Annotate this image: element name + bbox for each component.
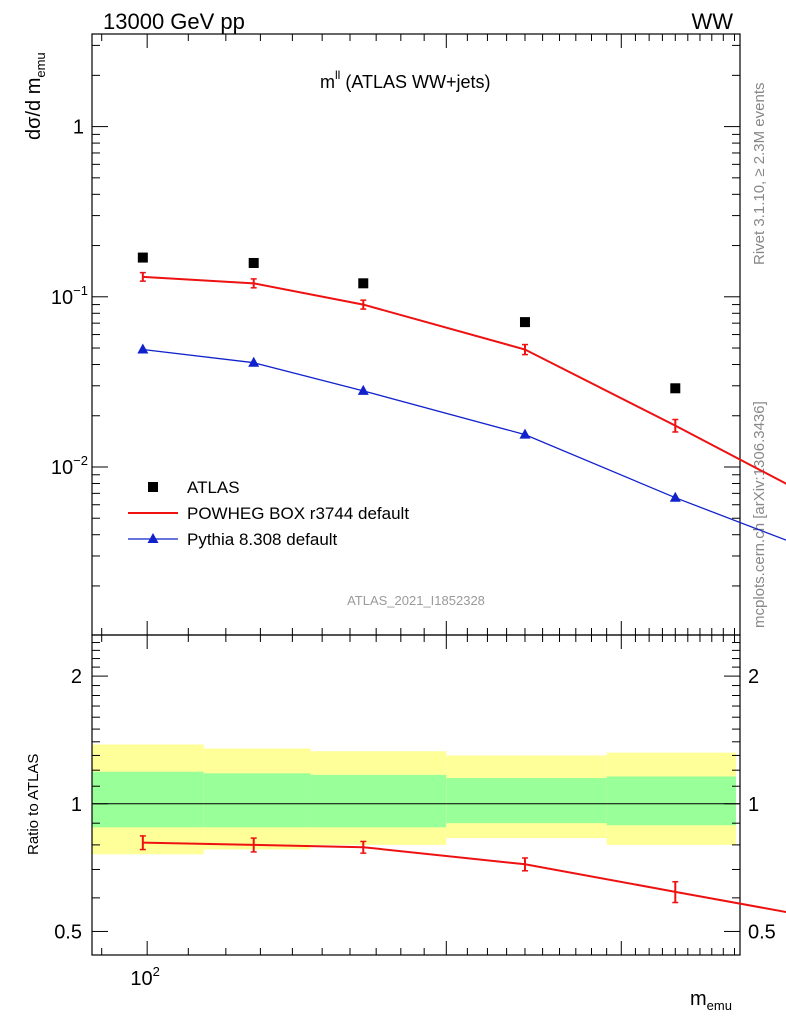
series-line xyxy=(142,348,786,541)
triangle-marker xyxy=(519,428,531,439)
y-tick-label: 10−2 xyxy=(51,453,88,479)
x-tick-label: 102 xyxy=(130,964,159,990)
legend-marker-square xyxy=(148,482,158,492)
legend-marker-triangle xyxy=(147,533,159,543)
ratio-plot-panel: 102 2 2 1 1 0.5 0.5 xyxy=(54,634,786,990)
ratio-y-tick-label-left: 0.5 xyxy=(54,921,82,943)
y-tick-label: 10−1 xyxy=(51,283,88,309)
data-point-marker xyxy=(358,278,369,289)
uncertainty-band-inner xyxy=(606,776,736,826)
main-y-axis-label: dσ/d memu xyxy=(23,52,48,140)
ratio-series-line xyxy=(142,841,786,914)
main-plot-title: mll (ATLAS WW+jets) xyxy=(320,68,491,92)
ratio-y-tick-label-right: 1 xyxy=(748,794,759,816)
uncertainty-band-inner xyxy=(310,774,447,828)
mcplots-label: mcplots.cern.ch [arXiv:1306.3436] xyxy=(751,401,768,628)
ratio-y-tick-label-right: 2 xyxy=(748,666,759,688)
uncertainty-band-inner xyxy=(92,771,204,828)
triangle-marker xyxy=(248,356,260,367)
series-line xyxy=(142,275,786,485)
ratio-plot-frame xyxy=(91,634,741,956)
data-point-marker xyxy=(670,383,681,394)
y-tick-label: 1 xyxy=(73,117,84,139)
legend-label: POWHEG BOX r3744 default xyxy=(187,504,409,523)
ratio-y-tick-label-left: 2 xyxy=(71,666,82,688)
uncertainty-band-inner xyxy=(446,778,607,824)
triangle-marker xyxy=(357,384,369,395)
data-point-marker xyxy=(519,317,530,328)
legend-label: ATLAS xyxy=(187,478,240,497)
energy-label: 13000 GeV pp xyxy=(103,9,245,34)
uncertainty-band-inner xyxy=(203,773,311,828)
data-point-marker xyxy=(137,252,148,263)
process-label: WW xyxy=(691,9,733,34)
rivet-version-label: Rivet 3.1.10, ≥ 2.3M events xyxy=(751,83,768,266)
ratio-y-tick-label-right: 0.5 xyxy=(748,921,776,943)
analysis-watermark: ATLAS_2021_I1852328 xyxy=(347,593,485,608)
ratio-y-axis-label: Ratio to ATLAS xyxy=(25,754,42,855)
triangle-marker xyxy=(137,343,149,354)
legend: ATLAS POWHEG BOX r3744 default Pythia 8.30… xyxy=(128,478,409,549)
ratio-y-tick-label-left: 1 xyxy=(71,794,82,816)
data-point-marker xyxy=(248,257,259,268)
x-axis-label: memu xyxy=(690,988,732,1013)
legend-label: Pythia 8.308 default xyxy=(187,530,338,549)
triangle-marker xyxy=(669,491,681,502)
main-plot-panel: 1 10−1 10−2 xyxy=(51,33,786,636)
